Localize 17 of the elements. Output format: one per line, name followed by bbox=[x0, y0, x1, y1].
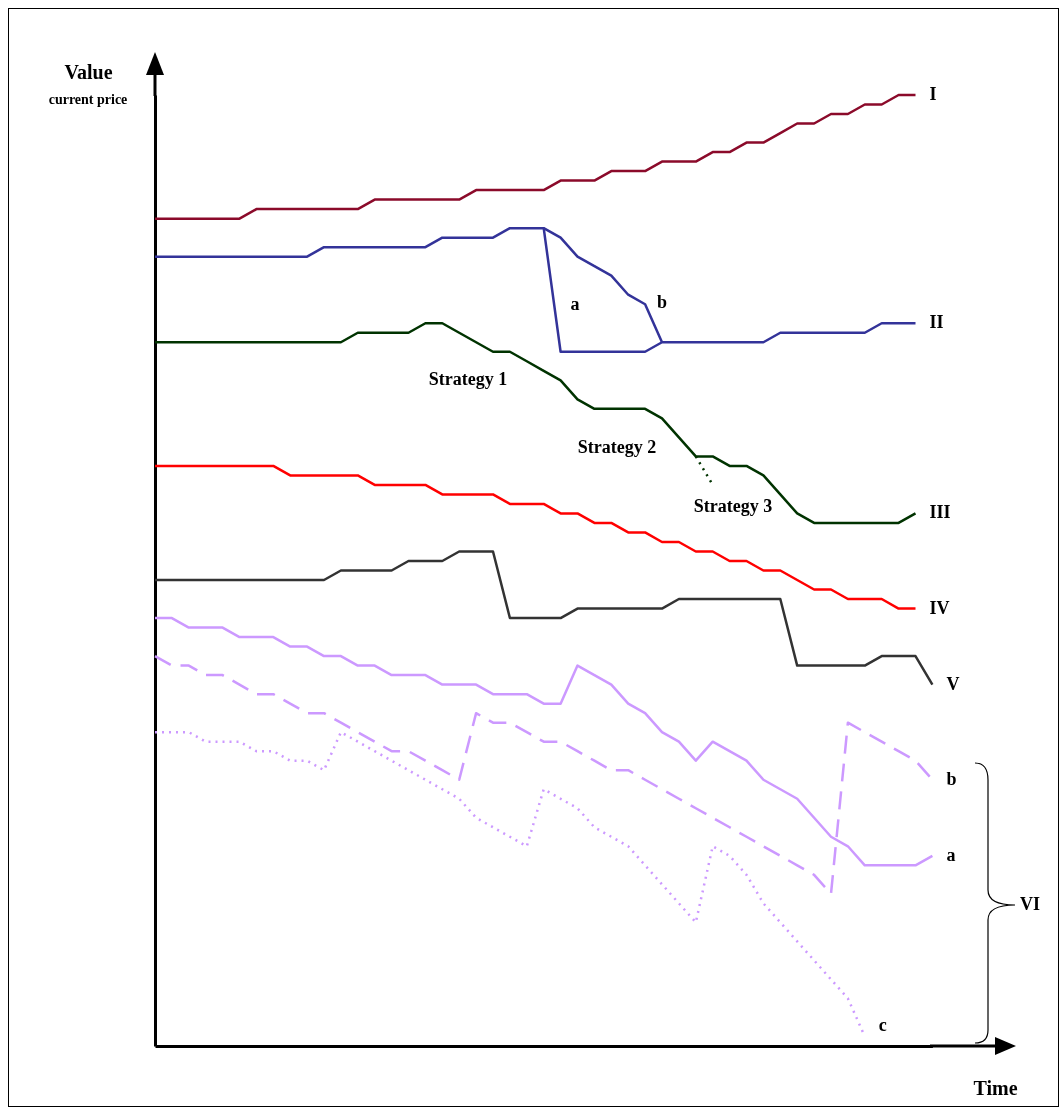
x-axis-title: Time bbox=[973, 1076, 1018, 1099]
series-label: V bbox=[946, 673, 960, 694]
series-label: III bbox=[929, 502, 951, 523]
text: VI bbox=[1019, 894, 1041, 914]
series-label: II bbox=[929, 312, 944, 333]
annotation: Strategy 2 bbox=[577, 437, 657, 457]
series-label: b bbox=[946, 768, 957, 789]
series-label: I bbox=[929, 84, 937, 104]
annotation: a bbox=[570, 294, 580, 314]
series-label: c bbox=[878, 1015, 887, 1036]
annotation: b bbox=[656, 292, 668, 312]
series-label: a bbox=[946, 844, 956, 865]
series-label: IV bbox=[929, 597, 950, 618]
y-axis-title: Value bbox=[64, 60, 113, 83]
text: current price bbox=[48, 92, 128, 107]
annotation: Strategy 3 bbox=[693, 496, 773, 516]
annotation: Strategy 1 bbox=[428, 369, 508, 389]
